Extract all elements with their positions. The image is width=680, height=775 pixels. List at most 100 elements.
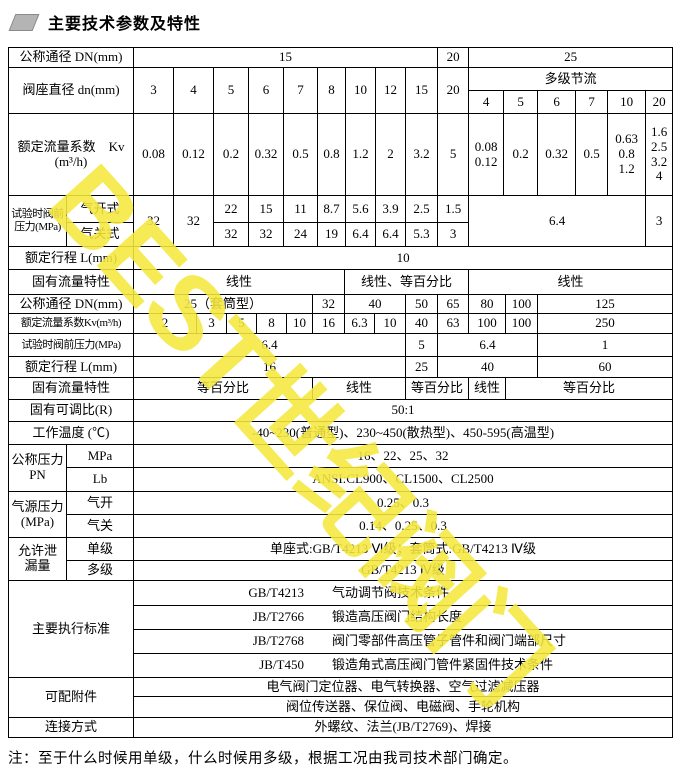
- spec-table-container: 公称通径 DN(mm) 15 20 25 阀座直径 dn(mm) 3 4 5 6 7 8 10 12 15…: [7, 47, 674, 738]
- table-cell: 15: [405, 67, 439, 114]
- table-cell: 0.08 0.12: [468, 113, 505, 196]
- table-row: 阀座直径 dn(mm) 3 4 5 6 7 8 10 12 15 20 多级节流: [7, 67, 674, 114]
- page-title: 主要技术参数及特性: [48, 16, 202, 33]
- table-cell: 7: [575, 90, 609, 114]
- table-cell: 8: [256, 313, 287, 334]
- standard-code: GB/T4213: [248, 584, 304, 600]
- row-label: 气关: [66, 514, 134, 538]
- table-cell: 20: [437, 47, 470, 68]
- table-cell: 3: [645, 195, 674, 247]
- table-row: 公称通径 DN(mm) 15 20 25: [7, 47, 674, 68]
- table-cell: 5.6: [345, 195, 377, 223]
- table-cell: 40: [344, 294, 407, 314]
- table-row: Lb ANSI:CL900、CL1500、CL2500: [9, 467, 673, 492]
- table-cell: 25: [405, 356, 439, 378]
- table-cell: 0.5: [575, 113, 609, 196]
- row-label: 固有可调比(R): [8, 399, 134, 422]
- table-cell: 5: [437, 113, 470, 196]
- table-cell: 10: [374, 313, 407, 334]
- table-cell: 5: [405, 333, 439, 357]
- table-cell: 6: [537, 90, 577, 114]
- table-row: 工作温度 (℃) -40~230(普通型)、230~450(散热型)、450-59…: [8, 421, 673, 445]
- table-row: 额定行程 L(mm) 10: [7, 246, 674, 270]
- row-label: 固有流量特性: [8, 269, 134, 295]
- table-cell: 100: [505, 313, 539, 334]
- table-cell: 0.12: [173, 113, 215, 196]
- table-row: 试验时阀前 压力(MPa) 气开式 32 32 22 15 11 8.7 5.6 3.9 2.5 1.…: [8, 195, 674, 247]
- row-label: 多级: [66, 560, 134, 581]
- table-cell: 25（套筒型）: [133, 294, 313, 314]
- row-label: 阀座直径 dn(mm): [7, 67, 135, 114]
- table-cell: 0.08: [133, 113, 175, 196]
- table-cell: 6.4: [437, 333, 539, 357]
- table-cell: 线性: [132, 269, 346, 295]
- table-row: JB/T450 锻造角式高压阀门管件紧固件技术条件: [9, 653, 673, 678]
- row-label: 额定流量系数 Kv (m³/h): [7, 113, 135, 196]
- table-cell: 7: [283, 67, 319, 114]
- table-cell: 250: [537, 313, 674, 334]
- table-row: 额定行程 L(mm) 16 25 40 60: [8, 356, 674, 378]
- standard-desc: 锻造角式高压阀门管件紧固件技术条件: [332, 657, 554, 673]
- standard-desc: 锻造高压阀门结构长度: [332, 609, 463, 625]
- table-cell: 50: [405, 294, 439, 314]
- table-cell: 65: [437, 294, 470, 314]
- standard-desc: 气动调节阀技术条件: [332, 584, 450, 600]
- table-cell: 10: [286, 313, 313, 334]
- table-cell: 40: [405, 313, 439, 334]
- table-cell: 16、22、25、32: [133, 444, 673, 468]
- table-cell: 外螺纹、法兰(JB/T2769)、焊接: [133, 717, 673, 738]
- table-cell: ANSI:CL900、CL1500、CL2500: [133, 467, 673, 492]
- table-cell: 32: [173, 195, 215, 247]
- row-label: Lb: [66, 467, 134, 492]
- table-cell: 0.8: [317, 113, 347, 196]
- table-row: 气关式 32 32 24 19 6.4 6.4 5.3 3: [9, 222, 673, 247]
- row-label: 气源压力 (MPa): [8, 491, 67, 538]
- table-cell: 24: [283, 222, 319, 247]
- table-cell: 线性: [311, 377, 407, 400]
- table-cell: 1.2: [345, 113, 377, 196]
- table-cell: 5.3: [405, 222, 439, 247]
- table-cell: 1.6 2.5 3.2 4: [645, 113, 674, 196]
- table-cell: 8: [317, 67, 347, 114]
- table-cell: 6: [248, 67, 285, 114]
- table-cell: 线性: [468, 269, 674, 295]
- row-label: 额定流量系数Kv(m³/h): [8, 313, 134, 334]
- table-cell: 19: [317, 222, 347, 247]
- table-row: 连接方式 外螺纹、法兰(JB/T2769)、焊接: [8, 717, 673, 738]
- table-cell: 等百分比: [133, 377, 313, 400]
- standard-code: JB/T450: [259, 657, 304, 673]
- table-row: 4 5 6 7 10 20: [9, 90, 674, 114]
- table-cell: 15: [133, 47, 439, 68]
- table-cell: 1.5: [437, 195, 470, 223]
- table-cell: 11: [283, 195, 319, 223]
- table-cell: 10: [133, 246, 674, 270]
- table-row: 公称通径 DN(mm) 25（套筒型） 32 40 50 65 80 100 125: [8, 294, 674, 314]
- table-row: 气关 0.14、0.25、0.3: [9, 514, 673, 538]
- table-cell: JB/T450 锻造角式高压阀门管件紧固件技术条件: [133, 653, 673, 678]
- table-cell: 3.2: [405, 113, 439, 196]
- table-cell: 15: [248, 195, 285, 223]
- footnote: 注：至于什么时候用单级，什么时候用多级，根据工况由我司技术部门确定。: [8, 751, 518, 767]
- table-cell: 4: [468, 90, 505, 114]
- table-cell: GB/T4213 Ⅳ级: [133, 560, 673, 581]
- table-cell: 6.3: [344, 313, 376, 334]
- table-cell: 多级节流: [468, 67, 674, 91]
- table-cell: JB/T2768 阀门零部件高压管子管件和阀门端部尺寸: [133, 629, 673, 654]
- table-cell: 1: [537, 333, 674, 357]
- table-cell: 32: [311, 294, 346, 314]
- table-cell: 电气阀门定位器、电气转换器、空气过滤减压器: [133, 677, 673, 697]
- table-cell: 4: [173, 67, 215, 114]
- table-row: 允许泄 漏量 单级 单座式:GB/T4213 Ⅵ级；套筒式:GB/T4213 Ⅳ级: [8, 537, 673, 581]
- table-cell: 线性、等百分比: [344, 269, 470, 295]
- row-label: 允许泄 漏量: [8, 537, 67, 581]
- table-cell: 50:1: [133, 399, 673, 422]
- table-cell: 40: [437, 356, 539, 378]
- table-cell: 60: [537, 356, 674, 378]
- table-cell: 线性: [468, 377, 507, 400]
- row-label: 额定行程 L(mm): [8, 356, 134, 378]
- table-cell: 2.5: [405, 195, 439, 223]
- table-cell: 32: [133, 195, 175, 247]
- row-label: 公称通径 DN(mm): [8, 294, 134, 314]
- row-label: 额定行程 L(mm): [7, 246, 135, 270]
- table-cell: 2: [375, 113, 407, 196]
